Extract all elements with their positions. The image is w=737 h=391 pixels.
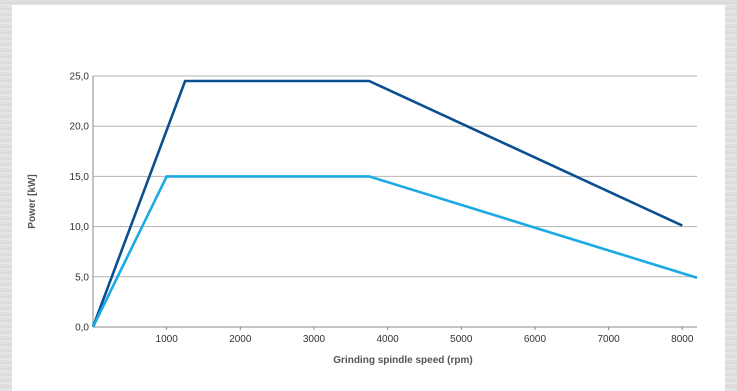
series-lines xyxy=(91,79,698,328)
x-tick-label: 1000 xyxy=(156,334,179,345)
series-line-2 xyxy=(91,175,698,328)
x-tick-label: 5000 xyxy=(450,334,473,345)
x-axis-label: Grinding spindle speed (rpm) xyxy=(333,355,472,366)
x-tick-labels: 1000 2000 3000 4000 5000 6000 7000 8000 xyxy=(156,334,694,345)
series-line-1 xyxy=(91,79,683,328)
x-tick-label: 7000 xyxy=(597,334,620,345)
x-tick-label: 8000 xyxy=(671,334,694,345)
y-tick-label: 10,0 xyxy=(70,222,90,233)
x-tick-label: 2000 xyxy=(229,334,252,345)
x-tick-label: 6000 xyxy=(524,334,547,345)
axes xyxy=(92,76,697,330)
x-tick-label: 4000 xyxy=(377,334,400,345)
line-chart: 0,0 5,0 10,0 15,0 20,0 25,0 1000 2000 3000 4000 5… xyxy=(27,72,698,366)
y-tick-labels: 0,0 5,0 10,0 15,0 20,0 25,0 xyxy=(70,72,90,334)
y-axis-label: Power [kW] xyxy=(27,174,38,228)
y-tick-label: 15,0 xyxy=(70,172,90,183)
chart-panel: 0,0 5,0 10,0 15,0 20,0 25,0 1000 2000 3000 4000 5… xyxy=(12,5,725,391)
x-tick-label: 3000 xyxy=(303,334,326,345)
y-tick-label: 25,0 xyxy=(70,72,90,83)
y-tick-label: 20,0 xyxy=(70,122,90,133)
y-tick-label: 5,0 xyxy=(75,272,89,283)
y-tick-label: 0,0 xyxy=(75,323,89,334)
